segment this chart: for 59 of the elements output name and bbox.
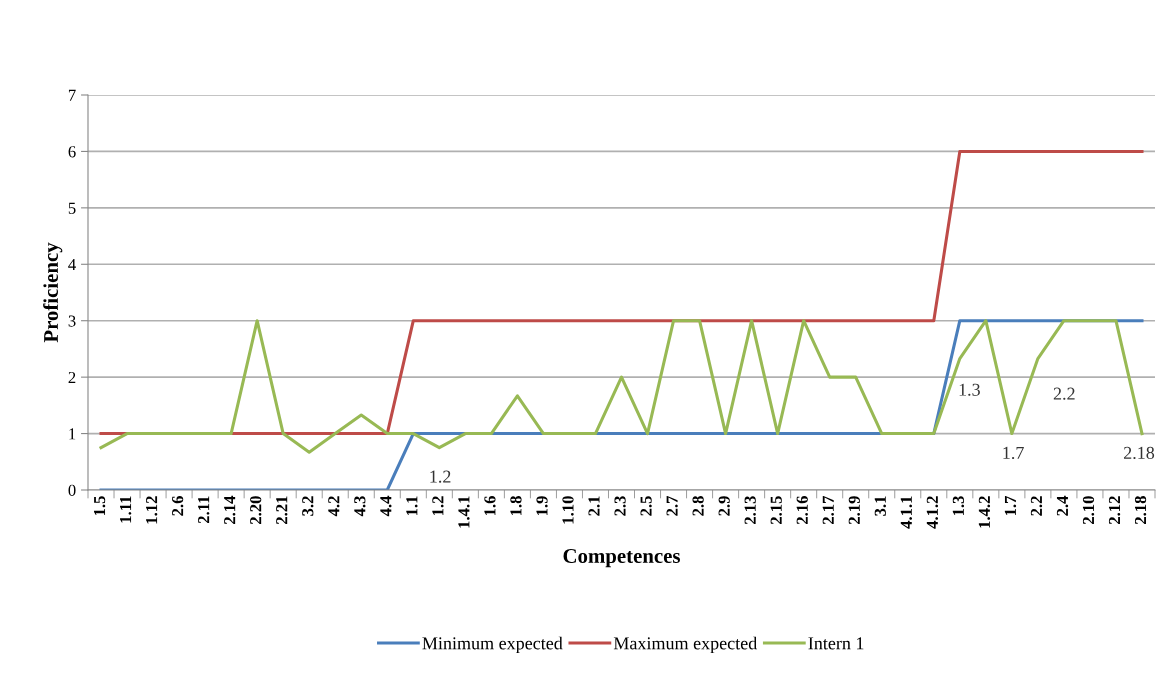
annotation: 2.18 [1123,446,1155,460]
x-tick-label: 2.3 [614,496,626,516]
x-tick-label: 2.12 [1108,496,1121,525]
x-tick-label: 3.2 [302,496,314,516]
y-tick-label: 2 [68,371,76,383]
x-tick-label: 2.6 [172,496,184,516]
x-tick-label: 2.20 [250,496,262,525]
y-tick-label: 1 [69,428,76,440]
x-tick-label: 2.17 [822,495,834,525]
x-tick-label: 2.11 [198,496,210,524]
y-tick-label: 3 [68,315,76,327]
annotation: 1.2 [430,470,451,483]
x-tick-label: 1.6 [484,496,496,516]
x-tick-label: 4.1.1 [900,496,913,529]
x-tick-label: 2.10 [1082,496,1095,525]
x-tick-label: 1.10 [562,496,574,524]
x-tick-label: 1.12 [146,496,158,524]
annotation: 1.7 [1003,446,1024,460]
x-tick-label: 2.18 [1134,496,1147,525]
x-tick-label: 2.7 [666,495,678,516]
y-tick-label: 5 [68,202,76,214]
x-tick-label: 4.2 [328,496,340,517]
x-tick-label: 1.11 [120,496,132,523]
x-tick-label: 4.1.2 [926,496,939,529]
x-axis-title: Competences [563,548,680,568]
x-tick-label: 1.4.1 [458,496,470,528]
x-tick-label: 1.4.2 [978,496,991,528]
x-tick-label: 1.3 [952,496,965,516]
x-tick-label: 3.1 [874,496,886,516]
y-tick-label: 7 [68,89,76,101]
y-axis-title: Proficiency [43,242,63,343]
x-tick-label: 2.16 [796,496,808,525]
x-tick-label: 2.5 [640,496,652,516]
x-tick-label: 2.21 [276,496,288,525]
x-tick-label: 2.2 [1030,496,1043,516]
y-tick-label: 0 [68,484,76,496]
legend-label: Maximum expected [613,636,758,654]
x-tick-label: 1.9 [536,496,548,516]
x-tick-label: 2.8 [692,496,704,516]
y-tick-label: 4 [68,259,76,271]
x-tick-label: 1.8 [510,496,522,516]
x-tick-label: 1.2 [432,496,444,516]
legend-label: Minimum expected [422,636,563,654]
y-tick-label: 6 [68,146,76,158]
x-tick-label: 4.3 [354,496,366,517]
x-tick-label: 2.9 [718,496,730,516]
annotation: 2.2 [1053,387,1075,400]
x-tick-label: 2.14 [224,495,236,525]
x-tick-label: 1.5 [94,496,106,516]
x-tick-label: 2.19 [848,496,860,525]
x-tick-label: 4.4 [380,495,392,517]
annotation: 1.3 [959,383,980,396]
x-tick-label: 1.1 [406,496,418,516]
x-tick-label: 2.13 [744,496,756,525]
x-tick-label: 2.15 [770,496,782,525]
legend-label: Intern 1 [808,637,864,650]
x-tick-label: 2.1 [588,496,600,516]
x-tick-label: 1.7 [1004,495,1017,516]
x-tick-label: 2.4 [1056,495,1069,516]
